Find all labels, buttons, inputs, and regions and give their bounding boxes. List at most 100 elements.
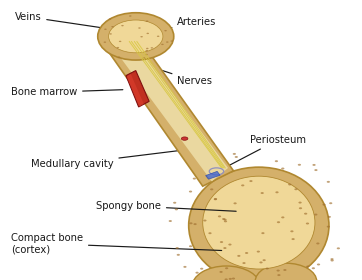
- Text: Arteries: Arteries: [150, 17, 217, 32]
- Ellipse shape: [275, 160, 278, 162]
- Ellipse shape: [146, 20, 148, 22]
- Ellipse shape: [173, 202, 176, 204]
- Ellipse shape: [192, 266, 261, 280]
- Ellipse shape: [218, 215, 221, 217]
- Ellipse shape: [288, 183, 291, 185]
- Ellipse shape: [146, 50, 148, 51]
- Ellipse shape: [314, 214, 317, 216]
- Ellipse shape: [232, 277, 235, 279]
- Ellipse shape: [193, 178, 196, 179]
- Ellipse shape: [299, 207, 302, 209]
- Ellipse shape: [220, 241, 223, 243]
- Ellipse shape: [189, 191, 192, 193]
- Text: Veins: Veins: [14, 12, 119, 31]
- Ellipse shape: [224, 278, 228, 280]
- Ellipse shape: [249, 180, 253, 182]
- Ellipse shape: [181, 137, 188, 140]
- Ellipse shape: [129, 15, 131, 17]
- Ellipse shape: [177, 254, 180, 256]
- Ellipse shape: [175, 208, 178, 210]
- Ellipse shape: [219, 271, 223, 273]
- Ellipse shape: [225, 267, 228, 269]
- Ellipse shape: [176, 247, 179, 249]
- Ellipse shape: [161, 44, 164, 45]
- Ellipse shape: [203, 176, 315, 269]
- Ellipse shape: [241, 185, 244, 186]
- Ellipse shape: [164, 30, 167, 31]
- Ellipse shape: [171, 40, 173, 42]
- Ellipse shape: [306, 223, 309, 225]
- Ellipse shape: [237, 255, 240, 257]
- Ellipse shape: [151, 47, 153, 48]
- Ellipse shape: [314, 169, 317, 171]
- Ellipse shape: [183, 266, 186, 268]
- Ellipse shape: [261, 192, 264, 194]
- Ellipse shape: [255, 263, 317, 280]
- Ellipse shape: [109, 18, 111, 20]
- Text: Periosteum: Periosteum: [219, 135, 306, 171]
- Ellipse shape: [262, 259, 266, 261]
- Ellipse shape: [328, 216, 331, 218]
- Ellipse shape: [121, 25, 124, 26]
- Ellipse shape: [290, 230, 294, 232]
- Ellipse shape: [306, 265, 310, 267]
- Ellipse shape: [146, 48, 148, 49]
- Ellipse shape: [327, 226, 330, 228]
- Ellipse shape: [140, 36, 143, 38]
- Ellipse shape: [109, 20, 163, 53]
- Ellipse shape: [138, 27, 141, 29]
- Polygon shape: [109, 36, 233, 186]
- Ellipse shape: [281, 167, 285, 169]
- Ellipse shape: [317, 263, 320, 265]
- Ellipse shape: [266, 267, 269, 269]
- Ellipse shape: [316, 242, 320, 244]
- Ellipse shape: [223, 247, 227, 249]
- Ellipse shape: [166, 41, 169, 43]
- Ellipse shape: [143, 57, 145, 59]
- Ellipse shape: [209, 232, 212, 234]
- Ellipse shape: [98, 13, 174, 60]
- Ellipse shape: [245, 252, 248, 254]
- Ellipse shape: [327, 181, 330, 183]
- Ellipse shape: [259, 262, 262, 263]
- Ellipse shape: [312, 164, 316, 166]
- Ellipse shape: [277, 221, 280, 223]
- Ellipse shape: [283, 269, 287, 271]
- Ellipse shape: [223, 219, 227, 221]
- Ellipse shape: [294, 188, 298, 190]
- Ellipse shape: [111, 26, 114, 27]
- Ellipse shape: [189, 222, 193, 224]
- Ellipse shape: [304, 213, 307, 215]
- Ellipse shape: [275, 191, 279, 193]
- Ellipse shape: [193, 223, 197, 225]
- Ellipse shape: [229, 278, 232, 280]
- Ellipse shape: [331, 258, 334, 260]
- Ellipse shape: [277, 270, 280, 272]
- Ellipse shape: [118, 57, 120, 58]
- Text: Bone marrow: Bone marrow: [11, 87, 123, 97]
- Polygon shape: [127, 74, 144, 107]
- Ellipse shape: [203, 220, 207, 221]
- Ellipse shape: [104, 29, 107, 30]
- Ellipse shape: [145, 54, 148, 55]
- Ellipse shape: [331, 260, 334, 262]
- Ellipse shape: [312, 267, 315, 269]
- Text: Compact bone
(cortex): Compact bone (cortex): [11, 233, 222, 255]
- Polygon shape: [118, 41, 228, 181]
- Ellipse shape: [214, 198, 217, 200]
- Ellipse shape: [257, 251, 260, 253]
- Ellipse shape: [291, 238, 295, 240]
- Ellipse shape: [104, 41, 106, 43]
- Ellipse shape: [157, 36, 159, 37]
- Ellipse shape: [189, 245, 192, 247]
- Ellipse shape: [243, 262, 246, 264]
- Polygon shape: [126, 71, 149, 107]
- Ellipse shape: [200, 268, 203, 270]
- Ellipse shape: [277, 274, 281, 276]
- Ellipse shape: [214, 198, 217, 200]
- Text: Nerves: Nerves: [158, 69, 212, 86]
- Ellipse shape: [323, 204, 326, 206]
- Ellipse shape: [224, 220, 227, 222]
- Ellipse shape: [233, 153, 236, 155]
- Text: Medullary cavity: Medullary cavity: [31, 151, 178, 169]
